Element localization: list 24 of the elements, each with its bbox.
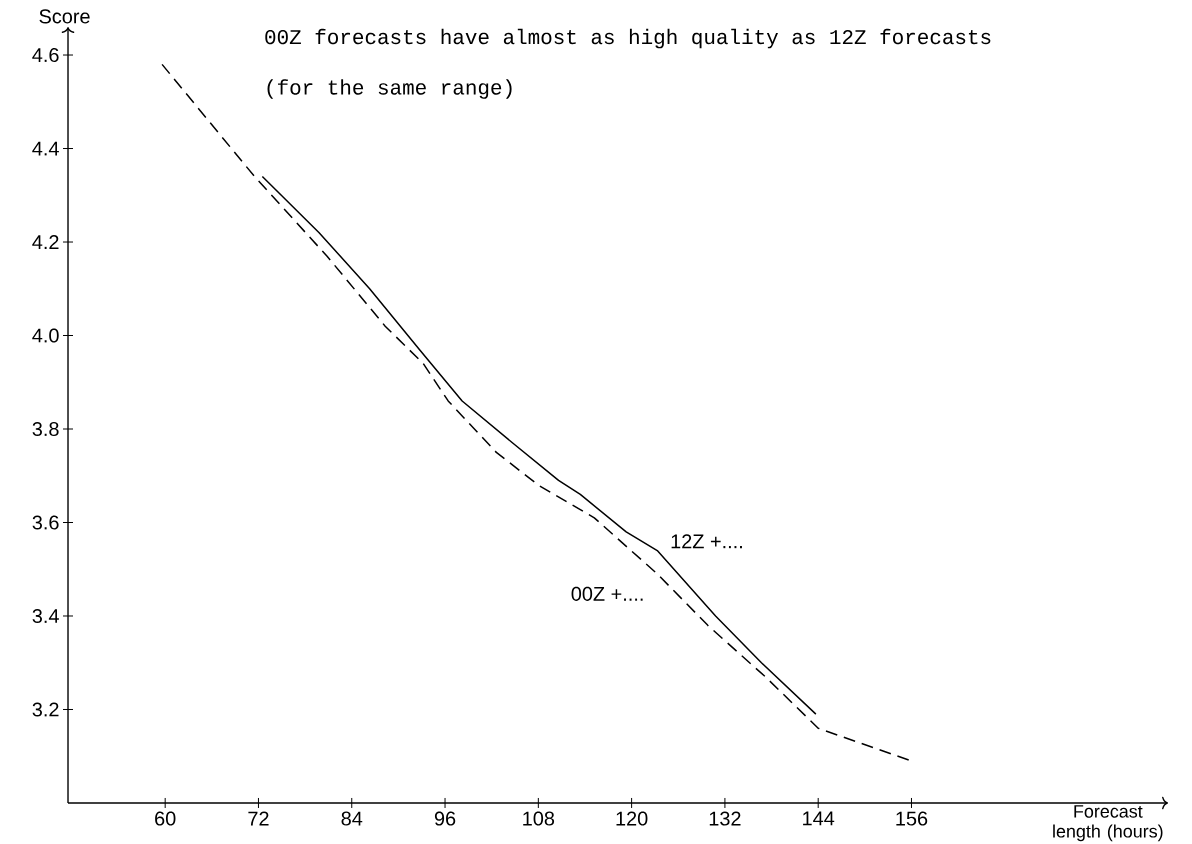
y-axis-title: Score [39,9,90,24]
x-tick-label: 60 [155,811,176,826]
x-tick-label: 72 [248,811,269,826]
y-tick-label: 4.2 [32,235,59,249]
y-tick-label: 3.8 [32,421,59,437]
y-tick-label: 3.6 [32,515,59,530]
x-tick-label: 108 [523,811,555,826]
series-label: 12Z +.... [671,534,742,549]
y-tick-label: 4.4 [32,141,59,156]
y-tick-label: 3.4 [32,608,59,624]
x-tick-label: 120 [616,811,648,826]
x-tick-label: 156 [896,811,928,826]
x-tick-label: 132 [709,811,741,826]
x-tick-label: 96 [434,811,456,826]
y-tick-label: 4.6 [32,47,59,63]
series-label: 00Z +.... [571,586,643,601]
x-tick-label: 84 [341,811,363,826]
y-tick-label: 4.0 [32,328,59,343]
x-tick-label: 144 [803,811,835,826]
x-axis-title: Forecast length (hours) [1053,805,1163,842]
chart-title: 00Z forecasts have almost as high quality as 12Z forecasts [265,28,991,49]
text: (for the same range) [267,79,512,99]
line-series [261,175,817,715]
y-tick-label: 3.2 [32,702,59,717]
